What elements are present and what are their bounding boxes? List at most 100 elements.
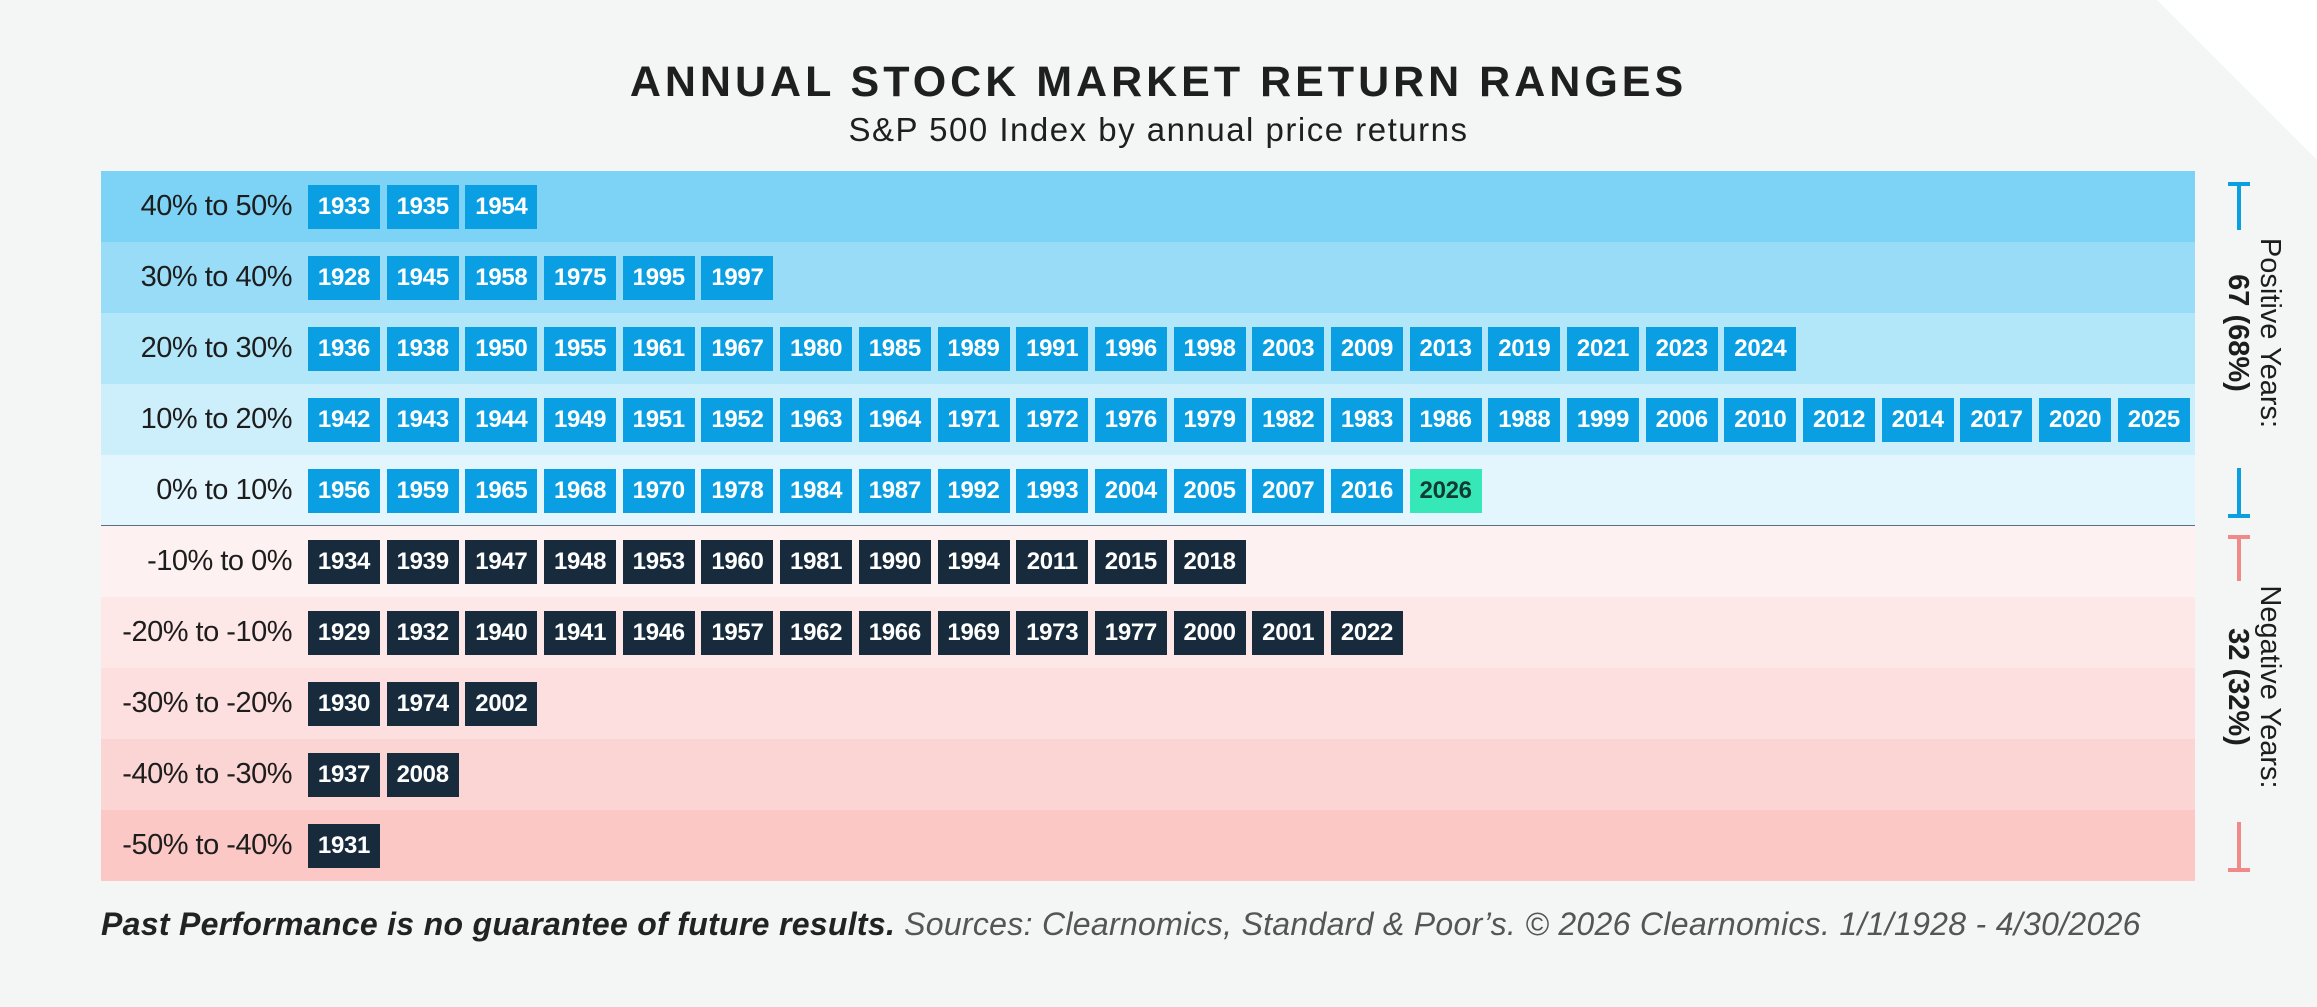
year-chip: 1932 [386, 610, 459, 655]
negative-bracket-upper [2237, 535, 2241, 581]
year-chip: 1935 [386, 184, 459, 229]
return-ranges-chart: 40% to 50% 1933 1935 1954 30% to 40% 1928 1945… [101, 171, 2195, 881]
year-chip: 1964 [858, 397, 931, 442]
year-chips: 1929 1932 1940 1941 1946 1957 1962 1966 1969 1973… [308, 610, 1410, 655]
year-chip: 1985 [858, 326, 931, 371]
year-chip: 1987 [858, 468, 931, 513]
year-chip: 1957 [701, 610, 774, 655]
year-chip: 1936 [308, 326, 380, 371]
year-chip: 1950 [465, 326, 538, 371]
year-chip: 1979 [1173, 397, 1246, 442]
positive-years-label: Positive Years: [2254, 237, 2286, 429]
year-chip: 2014 [1881, 397, 1954, 442]
year-chip: 1991 [1016, 326, 1089, 371]
year-chip: 1980 [780, 326, 853, 371]
range-label: -50% to -40% [122, 829, 292, 861]
negative-bracket-bottom [2228, 868, 2250, 872]
footer: Past Performance is no guarantee of futu… [101, 906, 2141, 943]
positive-years-value: 67 (68%) [2222, 274, 2254, 392]
year-chip: 1972 [1016, 397, 1089, 442]
positive-bracket-bottom [2228, 514, 2250, 518]
range-row: -40% to -30% 1937 2008 [101, 739, 2195, 810]
year-chip: 1945 [386, 255, 459, 300]
year-chip: 1953 [622, 539, 695, 584]
year-chip: 1954 [465, 184, 538, 229]
range-label: -10% to 0% [147, 545, 292, 577]
year-chip: 1951 [622, 397, 695, 442]
year-chip: 1944 [465, 397, 538, 442]
year-chip: 1962 [780, 610, 853, 655]
year-chip: 2012 [1803, 397, 1876, 442]
year-chips: 1956 1959 1965 1968 1970 1978 1984 1987 1992 1993… [308, 468, 1488, 513]
year-chip: 2024 [1724, 326, 1797, 371]
year-chip: 1947 [465, 539, 538, 584]
year-chip: 2017 [1960, 397, 2033, 442]
year-chip: 1946 [622, 610, 695, 655]
year-chip: 1963 [780, 397, 853, 442]
year-chip: 2026 [1409, 468, 1482, 513]
year-chip: 1973 [1016, 610, 1089, 655]
range-row: 30% to 40% 1928 1945 1958 1975 1995 1997 [101, 242, 2195, 313]
year-chip: 1942 [308, 397, 380, 442]
negative-years-label: Negative Years: [2254, 585, 2286, 789]
year-chip: 2016 [1330, 468, 1403, 513]
year-chip: 1986 [1409, 397, 1482, 442]
year-chip: 2021 [1567, 326, 1639, 371]
year-chip: 1931 [308, 823, 380, 868]
year-chips: 1930 1974 2002 [308, 681, 544, 726]
year-chips: 1937 2008 [308, 752, 465, 797]
range-label: -40% to -30% [122, 758, 292, 790]
year-chip: 1961 [622, 326, 695, 371]
year-chip: 1976 [1094, 397, 1167, 442]
range-label: 20% to 30% [140, 332, 293, 364]
range-label: -20% to -10% [122, 616, 292, 648]
year-chip: 1930 [308, 681, 380, 726]
range-row: -20% to -10% 1929 1932 1940 1941 1946 1957 1962… [101, 597, 2195, 668]
year-chip: 1966 [858, 610, 931, 655]
year-chip: 1970 [622, 468, 695, 513]
range-label: 40% to 50% [140, 190, 293, 222]
year-chip: 1938 [386, 326, 459, 371]
year-chips: 1931 [308, 823, 387, 868]
chart-title: ANNUAL STOCK MARKET RETURN RANGES [629, 58, 1688, 106]
year-chip: 2008 [386, 752, 459, 797]
year-chip: 1984 [780, 468, 853, 513]
year-chips: 1934 1939 1947 1948 1953 1960 1981 1990 1994 2011… [308, 539, 1252, 584]
year-chip: 1998 [1173, 326, 1246, 371]
range-row: -50% to -40% 1931 [101, 810, 2195, 881]
year-chip: 1967 [701, 326, 774, 371]
footer-disclaimer: Past Performance is no guarantee of futu… [101, 906, 896, 942]
year-chip: 2022 [1330, 610, 1403, 655]
year-chip: 1956 [308, 468, 380, 513]
year-chip: 2009 [1330, 326, 1403, 371]
year-chip: 2006 [1645, 397, 1718, 442]
year-chip: 1939 [386, 539, 459, 584]
year-chip: 2011 [1016, 539, 1089, 584]
year-chip: 1971 [937, 397, 1010, 442]
year-chip: 2002 [465, 681, 538, 726]
year-chip: 1975 [544, 255, 617, 300]
year-chip: 2010 [1724, 397, 1797, 442]
range-row: -30% to -20% 1930 1974 2002 [101, 668, 2195, 739]
year-chip: 1928 [308, 255, 380, 300]
year-chip: 1997 [701, 255, 774, 300]
year-chip: 1959 [386, 468, 459, 513]
year-chip: 1937 [308, 752, 380, 797]
year-chip: 2018 [1173, 539, 1246, 584]
range-row: 20% to 30% 1936 1938 1950 1955 1961 1967 1980 19… [101, 313, 2195, 384]
year-chip: 2000 [1173, 610, 1246, 655]
year-chip: 1933 [308, 184, 380, 229]
year-chip: 2003 [1252, 326, 1325, 371]
positive-bracket-upper [2237, 182, 2241, 230]
year-chip: 1948 [544, 539, 617, 584]
range-row: 10% to 20% 1942 1943 1944 1949 1951 1952 1963 19… [101, 384, 2195, 455]
range-row: 0% to 10% 1956 1959 1965 1968 1970 1978 1984 198… [101, 455, 2195, 526]
year-chip: 2004 [1094, 468, 1167, 513]
corner-decoration [2157, 0, 2317, 160]
year-chip: 1960 [701, 539, 774, 584]
year-chip: 2020 [2039, 397, 2112, 442]
year-chip: 1949 [544, 397, 617, 442]
year-chip: 1977 [1094, 610, 1167, 655]
year-chip: 1969 [937, 610, 1010, 655]
year-chip: 2019 [1488, 326, 1561, 371]
